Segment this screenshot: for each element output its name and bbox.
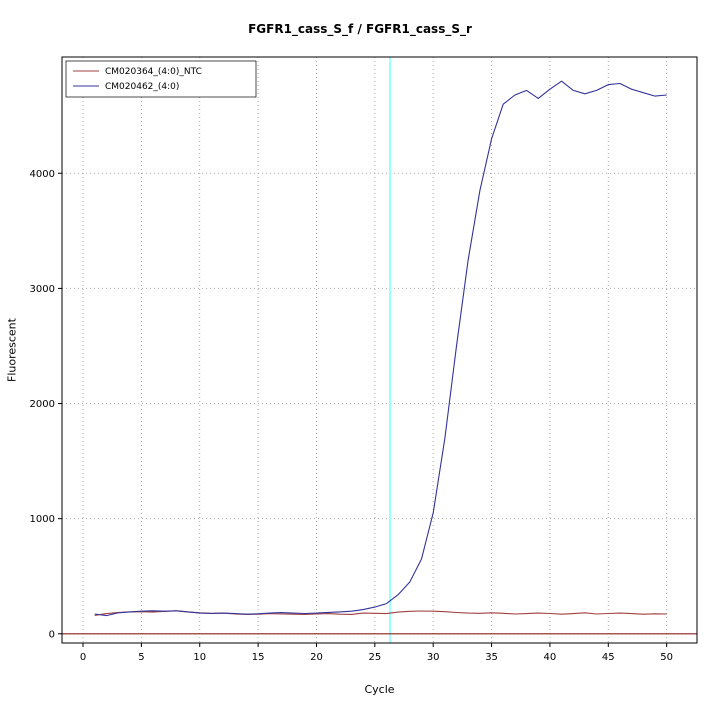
x-tick-label: 40 bbox=[544, 652, 557, 663]
y-tick-label: 0 bbox=[49, 629, 55, 640]
legend-entry-label: CM020364_(4:0)_NTC bbox=[105, 67, 202, 77]
gridlines bbox=[62, 57, 697, 643]
plot-border bbox=[61, 56, 698, 644]
x-tick-label: 35 bbox=[485, 652, 498, 663]
x-tick-label: 10 bbox=[193, 652, 206, 663]
x-axis-label: Cycle bbox=[364, 683, 395, 696]
x-tick-label: 20 bbox=[310, 652, 323, 663]
chart-title: FGFR1_cass_S_f / FGFR1_cass_S_r bbox=[248, 22, 472, 36]
legend-entry-label: CM020462_(4:0) bbox=[105, 82, 179, 92]
y-tick-label: 2000 bbox=[30, 399, 55, 410]
x-tick-label: 0 bbox=[80, 652, 86, 663]
y-tick-label: 4000 bbox=[30, 169, 55, 180]
y-tick-label: 1000 bbox=[30, 514, 55, 525]
x-tick-label: 15 bbox=[252, 652, 265, 663]
x-tick-label: 50 bbox=[660, 652, 673, 663]
y-tick-label: 3000 bbox=[30, 284, 55, 295]
x-tick-label: 45 bbox=[602, 652, 615, 663]
x-tick-label: 5 bbox=[138, 652, 144, 663]
legend: CM020364_(4:0)_NTC CM020462_(4:0) bbox=[65, 60, 257, 98]
axes: 0 5 10 15 20 25 30 35 40 45 50 0 1000 2000 3000 4000 bbox=[30, 169, 673, 663]
legend-box bbox=[65, 60, 257, 98]
x-tick-label: 25 bbox=[368, 652, 381, 663]
x-tick-label: 30 bbox=[427, 652, 440, 663]
series-line-1 bbox=[94, 80, 667, 617]
